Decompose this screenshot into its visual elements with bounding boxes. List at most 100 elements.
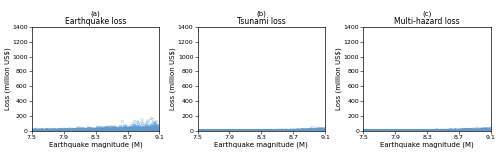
Point	[477, 129, 485, 131]
Point	[204, 130, 212, 132]
Point	[152, 129, 160, 132]
Title: Tsunami loss: Tsunami loss	[237, 17, 286, 26]
Point	[394, 130, 402, 132]
Point	[369, 130, 377, 132]
Point	[442, 130, 450, 132]
Point	[62, 129, 70, 132]
Point	[406, 130, 414, 132]
Point	[276, 130, 283, 132]
Point	[380, 130, 388, 132]
Point	[94, 130, 102, 132]
Point	[142, 129, 150, 131]
Point	[280, 129, 288, 132]
Point	[426, 130, 434, 132]
Point	[264, 129, 272, 132]
Point	[203, 130, 211, 132]
Point	[448, 129, 456, 131]
Point	[216, 130, 224, 132]
Point	[68, 130, 76, 132]
Point	[205, 130, 213, 132]
Point	[104, 128, 112, 131]
Point	[242, 130, 250, 132]
Point	[128, 127, 136, 129]
Point	[80, 129, 88, 131]
Point	[396, 130, 404, 132]
Point	[134, 129, 141, 131]
Point	[474, 129, 482, 131]
Point	[95, 129, 103, 131]
Point	[386, 130, 394, 132]
Point	[204, 130, 212, 132]
Point	[445, 130, 453, 132]
Point	[86, 129, 94, 132]
Point	[100, 129, 108, 131]
Point	[310, 129, 318, 131]
Point	[215, 130, 223, 132]
Point	[73, 129, 81, 132]
Point	[257, 130, 265, 132]
Point	[208, 130, 216, 132]
Point	[211, 130, 219, 132]
Point	[70, 129, 78, 132]
Point	[308, 129, 316, 131]
Point	[310, 128, 318, 131]
Point	[226, 130, 234, 132]
Point	[144, 126, 152, 129]
Point	[128, 130, 136, 132]
Point	[367, 130, 375, 132]
Point	[407, 129, 415, 132]
Point	[384, 130, 392, 132]
Point	[442, 130, 450, 132]
Point	[137, 128, 145, 130]
Point	[434, 130, 442, 132]
Point	[146, 127, 154, 130]
Point	[232, 130, 239, 132]
Point	[116, 128, 124, 130]
Point	[292, 130, 300, 132]
Point	[58, 129, 66, 132]
Point	[41, 129, 49, 132]
Point	[91, 129, 99, 131]
Point	[478, 129, 486, 132]
Point	[220, 130, 228, 132]
Point	[110, 128, 118, 131]
Point	[374, 130, 382, 132]
Point	[60, 129, 68, 131]
Point	[298, 129, 306, 132]
Point	[470, 129, 478, 131]
Point	[276, 130, 284, 132]
Point	[371, 130, 379, 132]
Point	[264, 130, 272, 132]
Point	[82, 129, 90, 131]
Point	[440, 129, 448, 132]
Point	[476, 129, 484, 131]
Point	[56, 129, 64, 132]
Point	[48, 129, 56, 132]
Point	[134, 129, 142, 131]
Point	[128, 129, 136, 131]
Point	[407, 130, 415, 132]
Point	[50, 130, 58, 132]
Point	[312, 129, 320, 132]
Point	[316, 130, 324, 132]
Point	[450, 129, 458, 132]
Point	[286, 130, 294, 132]
Point	[139, 127, 147, 129]
Point	[80, 129, 88, 132]
Point	[458, 129, 466, 131]
Point	[362, 130, 370, 132]
Point	[230, 130, 238, 132]
Point	[53, 129, 61, 131]
Point	[244, 130, 252, 132]
Point	[465, 129, 473, 131]
Point	[79, 128, 87, 131]
Point	[226, 130, 234, 132]
Point	[147, 130, 155, 132]
Point	[281, 130, 289, 132]
Point	[220, 130, 228, 132]
Point	[98, 128, 106, 131]
Point	[102, 129, 110, 132]
Point	[108, 129, 116, 131]
Point	[242, 130, 250, 132]
Point	[252, 130, 260, 132]
